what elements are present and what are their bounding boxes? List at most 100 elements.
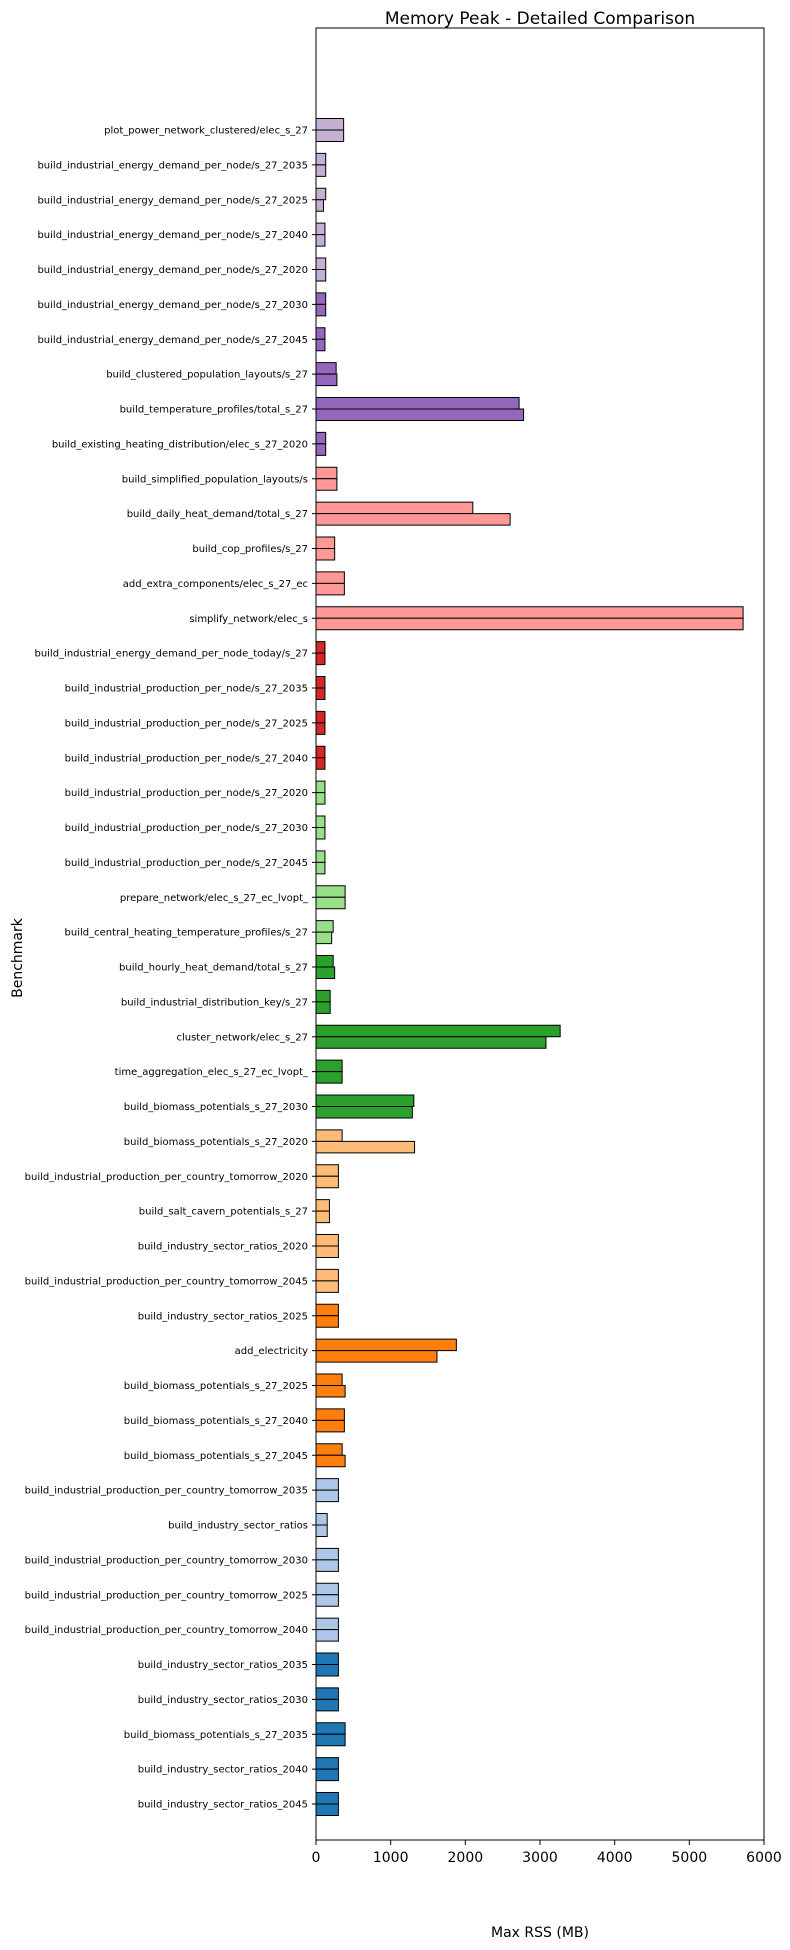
y-category-label: build_industry_sector_ratios_2025 — [138, 1311, 308, 1322]
y-category-label: build_biomass_potentials_s_27_2025 — [124, 1381, 308, 1392]
y-category-label: build_biomass_potentials_s_27_2030 — [124, 1102, 308, 1113]
bar-run-a — [315, 397, 520, 410]
bar-run-b — [315, 1419, 345, 1433]
y-category-label: build_industrial_energy_demand_per_node/… — [37, 160, 308, 171]
y-category-label: build_industrial_production_per_node/s_2… — [65, 788, 308, 799]
bar-run-b — [315, 1489, 339, 1503]
bar-run-a — [315, 1792, 339, 1805]
bar-run-b — [315, 1733, 346, 1747]
y-category-label: build_industrial_production_per_node/s_2… — [65, 858, 308, 869]
bar-run-b — [315, 861, 326, 875]
bars-group — [315, 118, 744, 1816]
bar-run-b — [315, 269, 327, 282]
bar-run-a — [315, 1757, 339, 1770]
y-category-label: build_industry_sector_ratios — [168, 1521, 308, 1532]
bar-run-b — [315, 1001, 331, 1014]
y-category-label: build_industrial_production_per_node/s_2… — [65, 684, 308, 695]
bar-run-a — [315, 1164, 339, 1177]
bar-run-b — [315, 478, 338, 491]
bar-run-a — [315, 815, 326, 828]
bar-run-b — [315, 1664, 339, 1677]
bar-run-b — [315, 234, 326, 247]
y-category-label: build_industrial_distribution_key/s_27 — [121, 997, 308, 1008]
bar-run-b — [315, 1385, 346, 1398]
bar-run-a — [315, 1234, 339, 1247]
bar-run-b — [315, 129, 345, 142]
x-tick-label: 3000 — [522, 1850, 558, 1866]
bar-run-b — [315, 827, 326, 840]
y-category-label: build_daily_heat_demand/total_s_27 — [127, 509, 308, 520]
x-tick-label: 1000 — [373, 1850, 409, 1866]
bar-run-b — [315, 513, 511, 526]
bar-run-b — [315, 1698, 339, 1712]
bar-run-b — [315, 1106, 413, 1119]
bar-run-b — [315, 1594, 339, 1607]
bar-run-b — [315, 1071, 343, 1084]
bar-run-a — [315, 1199, 330, 1212]
bar-run-a — [315, 920, 334, 933]
y-category-label: build_industrial_production_per_country_… — [25, 1276, 308, 1287]
bar-run-a — [315, 676, 326, 689]
x-tick-label: 2000 — [448, 1850, 484, 1866]
x-axis-label: Max RSS (MB) — [491, 1925, 589, 1941]
bar-run-b — [315, 373, 338, 387]
bar-run-a — [315, 1268, 339, 1282]
y-category-label: build_industrial_production_per_country_… — [25, 1555, 308, 1566]
bar-run-a — [315, 501, 474, 515]
bar-run-b — [315, 1280, 339, 1293]
bar-run-b — [315, 966, 336, 979]
y-category-label: build_cop_profiles/s_27 — [192, 544, 308, 555]
y-category-label: build_industrial_production_per_country_… — [25, 1590, 308, 1601]
y-category-label: build_industrial_energy_demand_per_node/… — [37, 335, 308, 346]
bar-run-b — [315, 408, 525, 421]
bar-run-a — [315, 118, 345, 131]
x-tick-label: 4000 — [597, 1850, 633, 1866]
y-category-label: build_industrial_production_per_node/s_2… — [65, 823, 308, 834]
bar-run-a — [315, 222, 326, 236]
y-category-label: simplify_network/elec_s — [189, 614, 308, 625]
y-category-label: build_biomass_potentials_s_27_2045 — [124, 1451, 308, 1462]
y-category-label: prepare_network/elec_s_27_ec_lvopt_ — [120, 893, 309, 904]
bar-run-b — [315, 303, 327, 317]
bar-run-a — [315, 1478, 339, 1491]
y-category-label: build_industry_sector_ratios_2030 — [138, 1695, 308, 1706]
y-category-label: plot_power_network_clustered/elec_s_27 — [104, 126, 308, 137]
y-category-label: build_hourly_heat_demand/total_s_27 — [119, 963, 308, 974]
bar-run-a — [315, 1582, 339, 1596]
bar-run-b — [315, 617, 744, 631]
y-category-label: build_biomass_potentials_s_27_2020 — [124, 1137, 308, 1148]
bar-run-a — [315, 1547, 339, 1561]
y-category-label: build_industrial_production_per_country_… — [25, 1486, 308, 1497]
bar-run-a — [315, 466, 338, 480]
bar-run-a — [315, 710, 326, 724]
y-category-label: build_salt_cavern_potentials_s_27 — [139, 1207, 308, 1218]
bar-run-b — [315, 1245, 339, 1258]
bar-run-b — [315, 1140, 416, 1154]
bar-run-a — [315, 1513, 328, 1526]
y-category-label: build_industrial_energy_demand_per_node_… — [34, 649, 308, 660]
y-category-label: build_industry_sector_ratios_2020 — [138, 1242, 308, 1253]
bar-run-b — [315, 1036, 547, 1049]
y-category-label: build_temperature_profiles/total_s_27 — [120, 405, 308, 416]
bar-run-a — [315, 1722, 346, 1735]
y-category-label: build_industrial_production_per_country_… — [25, 1625, 308, 1636]
bar-run-b — [315, 199, 324, 212]
y-category-label: build_existing_heating_distribution/elec… — [52, 439, 308, 450]
y-category-label: build_industrial_production_per_country_… — [25, 1172, 308, 1183]
bar-run-a — [315, 1129, 343, 1142]
y-category-label: build_biomass_potentials_s_27_2035 — [124, 1730, 308, 1741]
bar-run-a — [315, 1652, 339, 1665]
bar-run-b — [315, 548, 336, 561]
bar-run-a — [315, 257, 327, 270]
x-tick-label: 6000 — [746, 1850, 782, 1866]
bar-run-a — [315, 1338, 457, 1352]
plot-frame — [315, 27, 765, 1841]
bar-run-b — [315, 931, 333, 945]
bar-run-a — [315, 327, 326, 340]
bar-run-b — [315, 1803, 339, 1816]
bar-run-a — [315, 152, 327, 166]
bar-run-a — [315, 1443, 343, 1456]
chart-title: Memory Peak - Detailed Comparison — [385, 9, 695, 29]
bar-run-a — [315, 1024, 561, 1038]
